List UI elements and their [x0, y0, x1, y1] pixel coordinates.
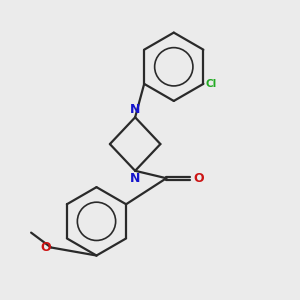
Text: Cl: Cl [206, 79, 217, 89]
Text: O: O [40, 241, 51, 254]
Text: O: O [194, 172, 204, 185]
Text: N: N [130, 103, 140, 116]
Text: N: N [130, 172, 140, 185]
